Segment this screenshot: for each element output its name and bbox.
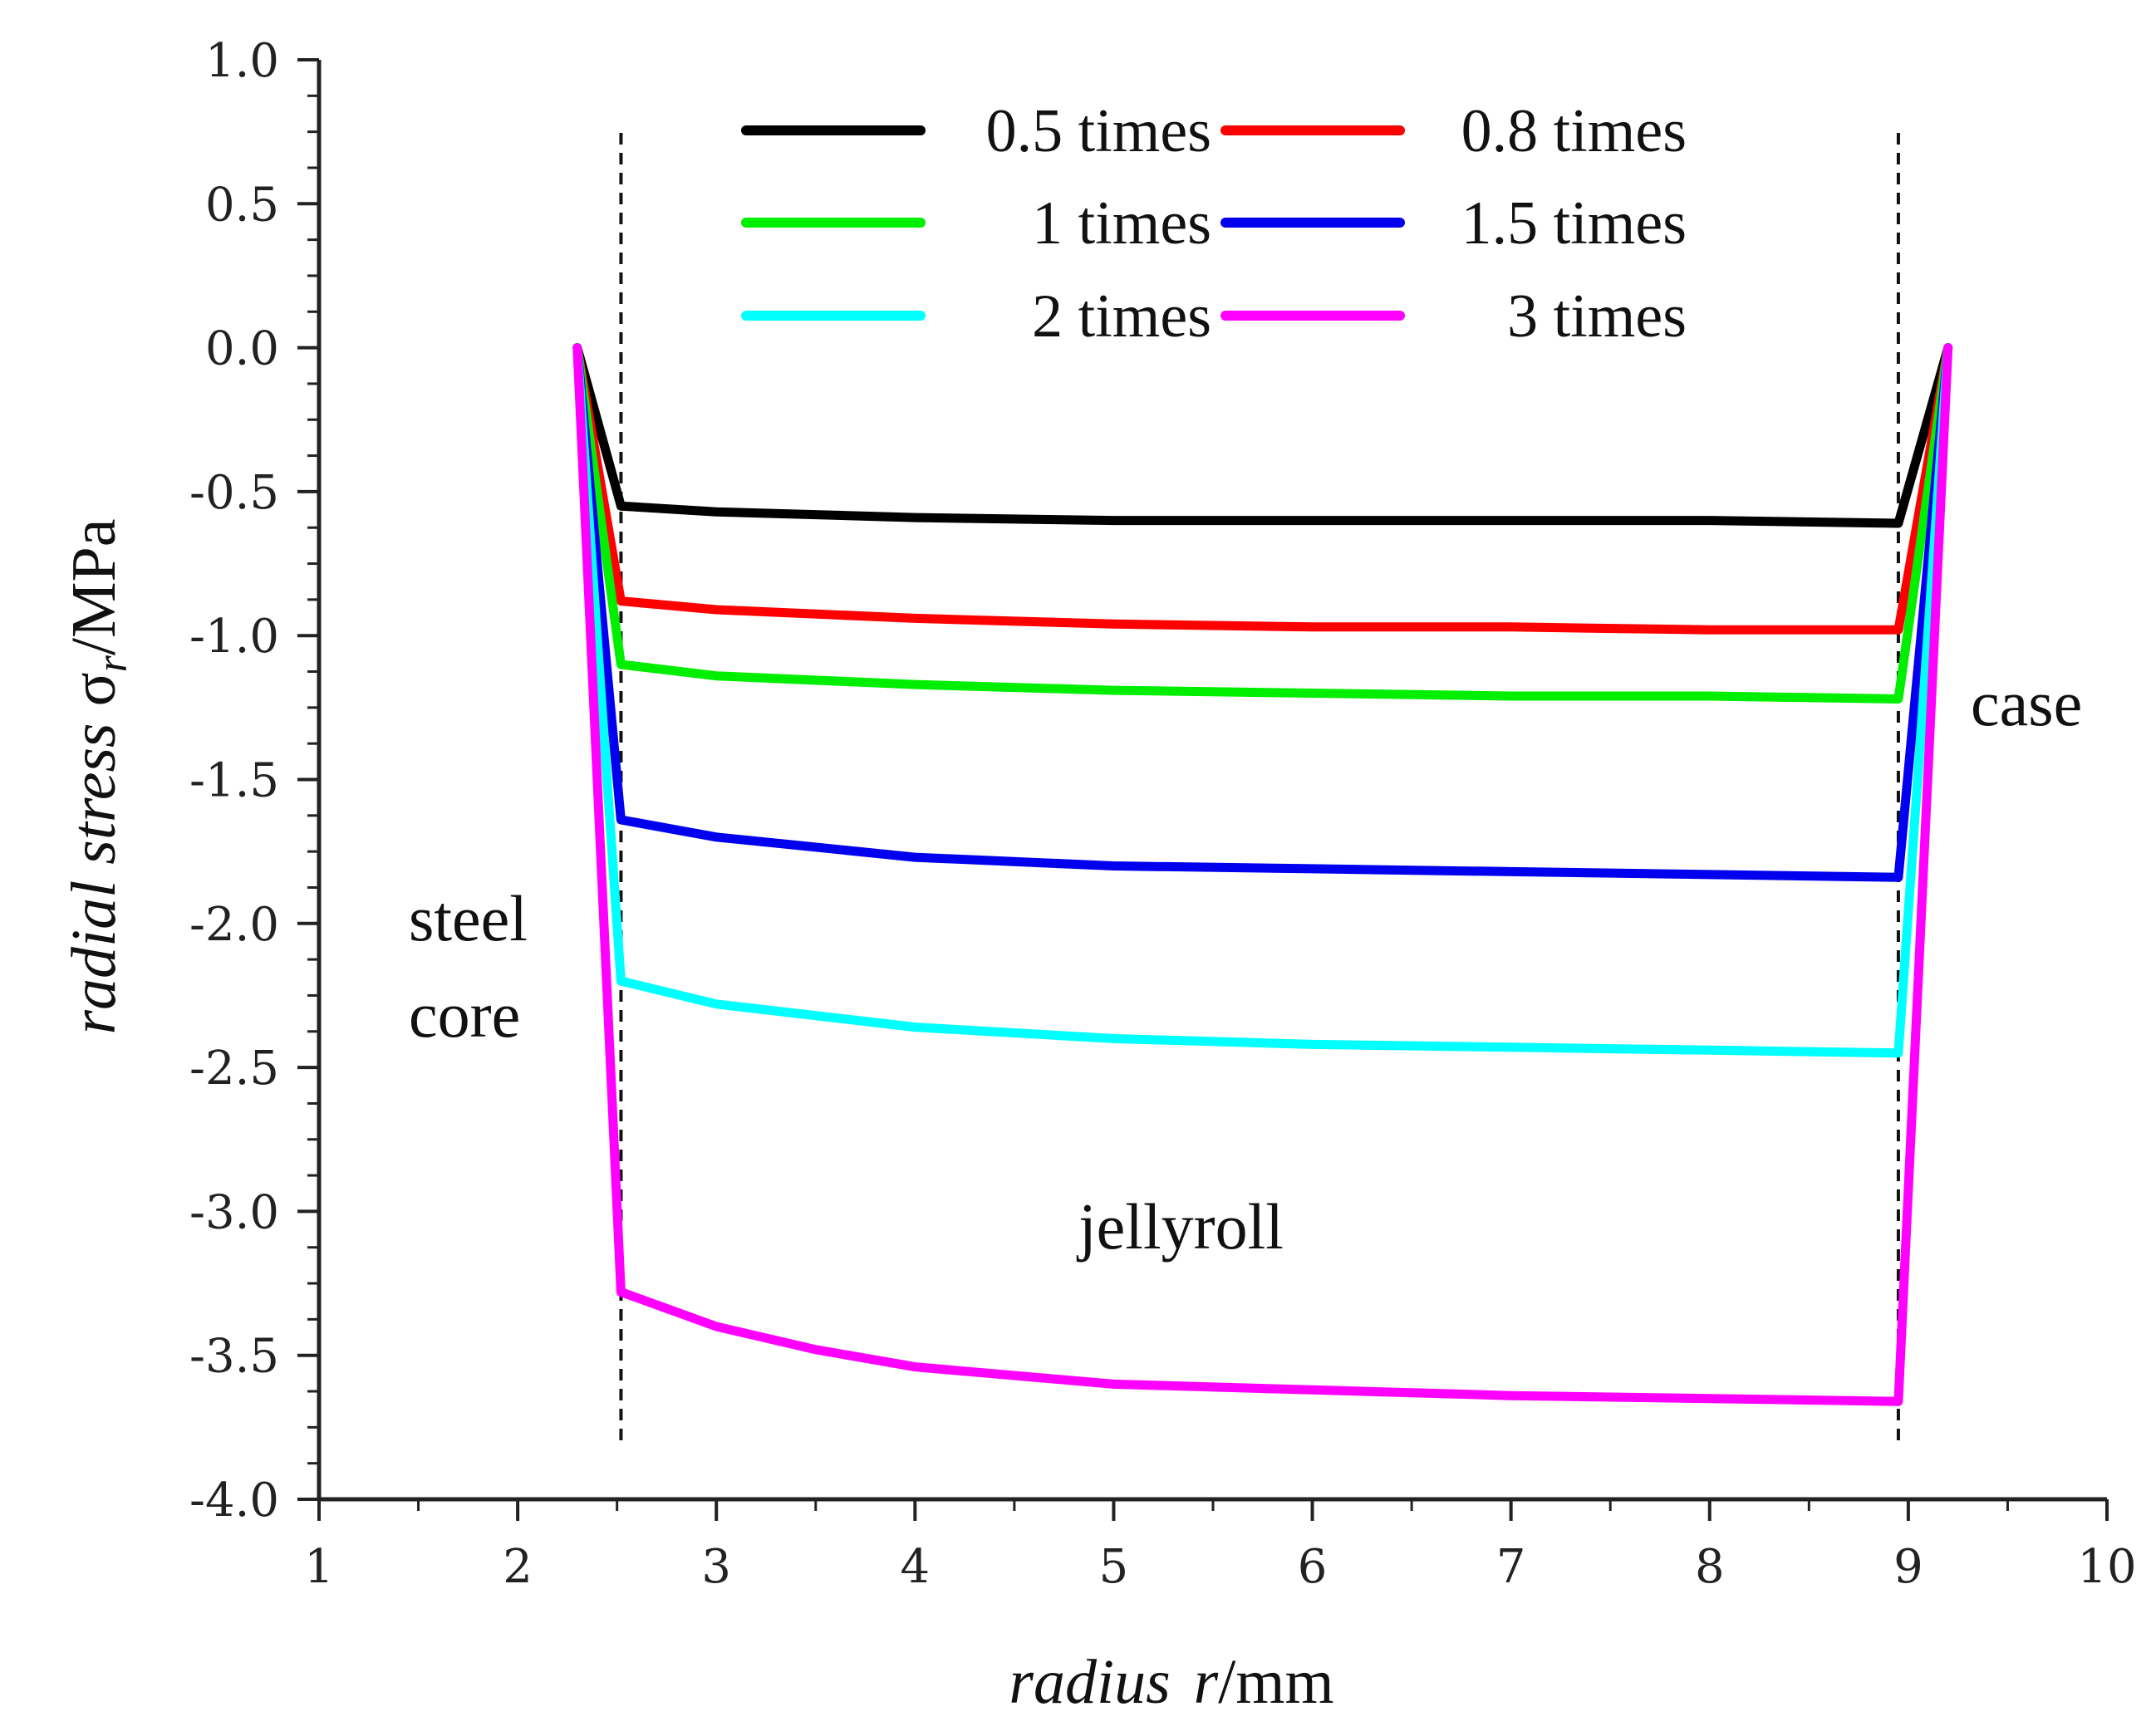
- legend-label: 0.5 times: [986, 97, 1211, 165]
- series-line: [572, 343, 1953, 704]
- x-tick-label: 7: [1496, 1540, 1526, 1594]
- x-tick-label: 1: [304, 1540, 334, 1594]
- y-tick-label: -2.0: [189, 898, 279, 952]
- y-axis-title: radial stress σr/MPa: [59, 518, 136, 1034]
- legend: 0.5 times 0.8 times 1 times 1.5 times 2 time…: [741, 97, 1687, 351]
- y-tick-label: 1.0: [205, 34, 279, 88]
- y-axis-title-unit: /MPa: [59, 518, 129, 655]
- legend-label: 3 times: [1507, 282, 1687, 351]
- series-line: [572, 343, 1953, 1406]
- x-axis-title-unit: /mm: [1218, 1647, 1333, 1717]
- x-tick-label: 4: [901, 1540, 931, 1594]
- y-tick-label: 0.0: [205, 322, 279, 376]
- y-axis-title-italic: radial stress: [59, 723, 129, 1034]
- series-group: [572, 343, 1953, 1406]
- x-axis-title-italic: radius: [1009, 1647, 1170, 1717]
- x-tick-label: 8: [1695, 1540, 1725, 1594]
- x-tick-label: 10: [2077, 1540, 2136, 1594]
- x-ticks: 1 2 3 4 5 6 7 8 9 10: [304, 1499, 2137, 1594]
- y-ticks: 1.0 0.5 0.0 -0.5 -1.0 -1.5 -2.0 -2.5 -3.0 -3.5 -4.…: [189, 34, 319, 1528]
- x-axis-title: radius r/mm: [1009, 1647, 1333, 1717]
- x-tick-label: 9: [1893, 1540, 1923, 1594]
- x-axis-title-symbol: r: [1194, 1647, 1219, 1717]
- x-tick-label: 3: [701, 1540, 731, 1594]
- legend-label: 2 times: [1032, 282, 1211, 351]
- series-line: [572, 343, 1953, 528]
- y-tick-label: -1.5: [189, 754, 279, 808]
- annotation-steel: steel: [409, 882, 528, 954]
- annotation-core: core: [409, 978, 520, 1051]
- legend-label: 1.5 times: [1461, 189, 1687, 257]
- y-tick-label: -1.0: [189, 610, 279, 664]
- x-tick-label: 6: [1298, 1540, 1328, 1594]
- annotation-case: case: [1971, 667, 2082, 739]
- y-tick-label: -4.0: [189, 1474, 279, 1528]
- series-line: [572, 343, 1953, 882]
- series-line: [572, 343, 1953, 635]
- axes: [317, 60, 2107, 1502]
- annotation-jellyroll: jellyroll: [1076, 1190, 1284, 1263]
- series-line: [572, 343, 1953, 1058]
- y-tick-label: 0.5: [205, 178, 279, 232]
- y-tick-label: -3.0: [189, 1185, 279, 1239]
- legend-label: 1 times: [1032, 189, 1211, 257]
- y-tick-label: -3.5: [189, 1330, 279, 1384]
- x-tick-label: 5: [1099, 1540, 1129, 1594]
- y-axis-title-subscript: r: [89, 655, 136, 672]
- y-tick-label: -0.5: [189, 466, 279, 520]
- legend-label: 0.8 times: [1461, 97, 1687, 165]
- x-tick-label: 2: [503, 1540, 533, 1594]
- y-tick-label: -2.5: [189, 1042, 279, 1096]
- y-axis-title-symbol: σ: [59, 672, 129, 706]
